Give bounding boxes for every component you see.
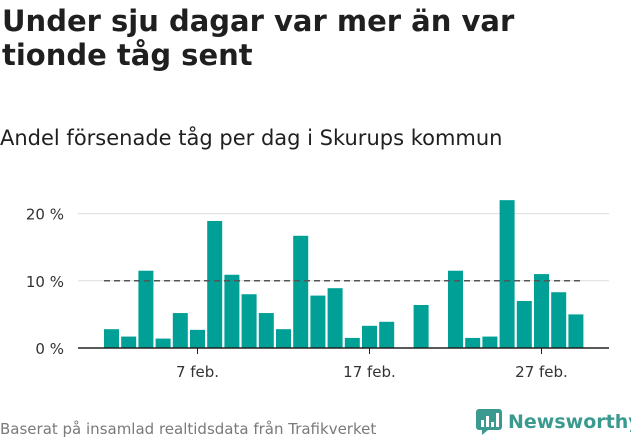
bar xyxy=(276,329,291,348)
bar xyxy=(207,220,223,348)
bar xyxy=(568,314,584,348)
chart-title: Under sju dagar var mer än var tionde tå… xyxy=(2,4,515,72)
x-tick-label: 7 feb. xyxy=(176,363,219,381)
bar xyxy=(155,338,171,348)
bar xyxy=(362,325,377,348)
bar xyxy=(327,288,343,348)
y-tick-label: 10 % xyxy=(26,273,64,291)
bar-chart: 0 % 10 % 20 % 7 feb. 17 feb. 27 feb. xyxy=(26,200,609,381)
bar-chart-icon xyxy=(476,409,502,435)
bar xyxy=(241,294,257,348)
bar xyxy=(551,292,567,348)
bar xyxy=(448,270,463,348)
bar xyxy=(258,313,274,348)
bar xyxy=(224,274,240,348)
bar xyxy=(310,295,326,348)
y-tick-label: 20 % xyxy=(26,206,64,224)
bar xyxy=(413,304,429,348)
bars xyxy=(104,200,584,348)
source-note: Baserat på insamlad realtidsdata från Tr… xyxy=(0,420,377,438)
bar xyxy=(172,313,188,348)
bar xyxy=(482,336,498,348)
x-tick-label: 27 feb. xyxy=(515,363,568,381)
grid-lines xyxy=(78,213,609,282)
bar xyxy=(138,270,154,348)
bar xyxy=(516,300,532,348)
brand-name: Newsworthy xyxy=(508,411,631,433)
bar xyxy=(499,200,515,348)
bar xyxy=(293,235,309,348)
chart-subtitle: Andel försenade tåg per dag i Skurups ko… xyxy=(0,126,503,150)
x-axis-ticks: 7 feb. 17 feb. 27 feb. xyxy=(176,348,568,381)
y-axis-ticks: 0 % 10 % 20 % xyxy=(26,206,64,358)
bar xyxy=(465,337,481,348)
bar xyxy=(344,337,360,348)
bar xyxy=(121,336,137,348)
y-tick-label: 0 % xyxy=(35,340,64,358)
x-tick-label: 17 feb. xyxy=(343,363,396,381)
brand-logo: Newsworthy xyxy=(476,409,631,435)
bar xyxy=(379,321,395,348)
bar xyxy=(534,274,549,348)
bar xyxy=(104,329,119,348)
bar xyxy=(190,329,205,348)
